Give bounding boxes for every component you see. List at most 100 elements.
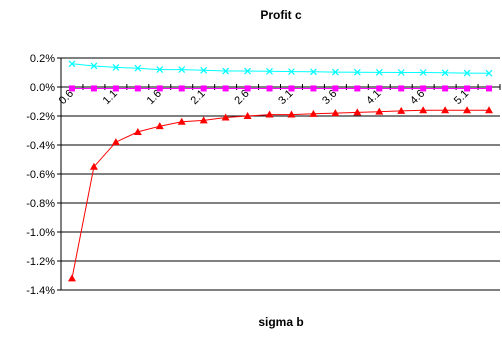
data-point: [89, 162, 98, 170]
series-line: [71, 63, 490, 74]
data-point: [442, 85, 449, 92]
data-point: [68, 60, 76, 68]
data-point: [243, 112, 252, 119]
series-layer: [67, 60, 494, 282]
x-axis-label: sigma b: [258, 315, 303, 329]
y-tick-label: -0.4%: [26, 140, 55, 152]
data-point: [486, 85, 493, 92]
data-point-stroke: [288, 68, 295, 76]
data-point-stroke: [222, 67, 230, 75]
data-point: [310, 68, 317, 76]
data-point-stroke: [178, 66, 186, 74]
series-2: [68, 60, 493, 77]
series-3: [67, 106, 494, 282]
data-point-stroke: [310, 68, 317, 76]
data-point: [375, 107, 384, 115]
data-point: [463, 69, 471, 77]
y-tick-label: -1.4%: [26, 285, 55, 297]
data-point: [288, 85, 295, 92]
series-line: [71, 109, 489, 279]
y-tick-label: 0.0%: [30, 82, 55, 94]
data-point: [156, 85, 163, 92]
data-point-stroke: [200, 66, 208, 74]
data-point: [178, 85, 185, 92]
data-point-stroke: [266, 67, 273, 75]
data-point: [376, 85, 383, 92]
data-point-stroke: [397, 69, 405, 76]
data-point-stroke: [441, 69, 449, 77]
data-point: [68, 85, 75, 92]
data-point: [265, 110, 274, 118]
data-point: [397, 106, 406, 114]
y-tick-label: -0.6%: [26, 169, 55, 181]
data-point: [331, 109, 340, 117]
data-point: [441, 106, 450, 114]
data-point: [134, 64, 142, 72]
data-point: [397, 69, 405, 76]
data-point-stroke: [419, 69, 427, 76]
data-point: [111, 138, 120, 146]
data-point-stroke: [68, 60, 76, 68]
y-tick-label: -0.2%: [26, 111, 55, 123]
data-point: [419, 106, 428, 114]
data-point: [133, 127, 142, 135]
series-1: [68, 85, 493, 92]
data-point: [222, 67, 230, 75]
data-point-stroke: [353, 68, 361, 76]
data-point: [353, 108, 362, 116]
data-point: [266, 85, 273, 92]
data-point-stroke: [485, 69, 493, 77]
data-point: [485, 69, 493, 77]
data-point: [221, 113, 230, 121]
data-point: [398, 85, 405, 92]
data-point: [266, 67, 273, 75]
data-point-stroke: [156, 66, 164, 74]
gridlines: [61, 57, 500, 291]
data-point: [222, 85, 229, 92]
data-point: [331, 68, 339, 76]
data-point: [112, 85, 119, 92]
data-point: [178, 66, 186, 74]
data-point: [112, 64, 120, 71]
data-point: [244, 85, 251, 92]
data-point-stroke: [244, 67, 251, 75]
data-point: [199, 116, 208, 124]
y-tick-label: 0.2%: [30, 53, 55, 65]
data-point: [420, 85, 427, 92]
data-point: [134, 85, 141, 92]
data-point: [485, 106, 494, 114]
data-point: [353, 68, 361, 76]
data-point: [200, 85, 207, 92]
data-point: [156, 66, 164, 74]
data-point: [155, 122, 164, 130]
data-point: [177, 117, 186, 125]
data-point: [310, 85, 317, 92]
data-point: [375, 68, 383, 76]
y-tick-label: -0.8%: [26, 198, 55, 210]
data-point: [332, 85, 339, 92]
data-point: [464, 85, 471, 92]
data-point-stroke: [134, 64, 142, 72]
data-point: [200, 66, 208, 74]
data-point: [287, 110, 296, 118]
data-point: [67, 274, 76, 282]
data-point: [288, 68, 295, 76]
data-point: [90, 85, 97, 92]
data-point: [244, 67, 251, 75]
data-point: [441, 69, 449, 77]
data-point-stroke: [331, 68, 339, 76]
data-point-stroke: [375, 68, 383, 76]
data-point-stroke: [90, 62, 98, 70]
chart-title: Profit c: [260, 8, 302, 22]
data-point: [309, 109, 318, 117]
data-point-stroke: [112, 64, 120, 71]
data-point: [419, 69, 427, 76]
data-point: [463, 106, 472, 114]
data-point: [90, 62, 98, 70]
y-tick-label: -1.2%: [26, 256, 55, 268]
data-point-stroke: [463, 69, 471, 77]
data-point: [354, 85, 361, 92]
y-tick-label: -1.0%: [26, 227, 55, 239]
